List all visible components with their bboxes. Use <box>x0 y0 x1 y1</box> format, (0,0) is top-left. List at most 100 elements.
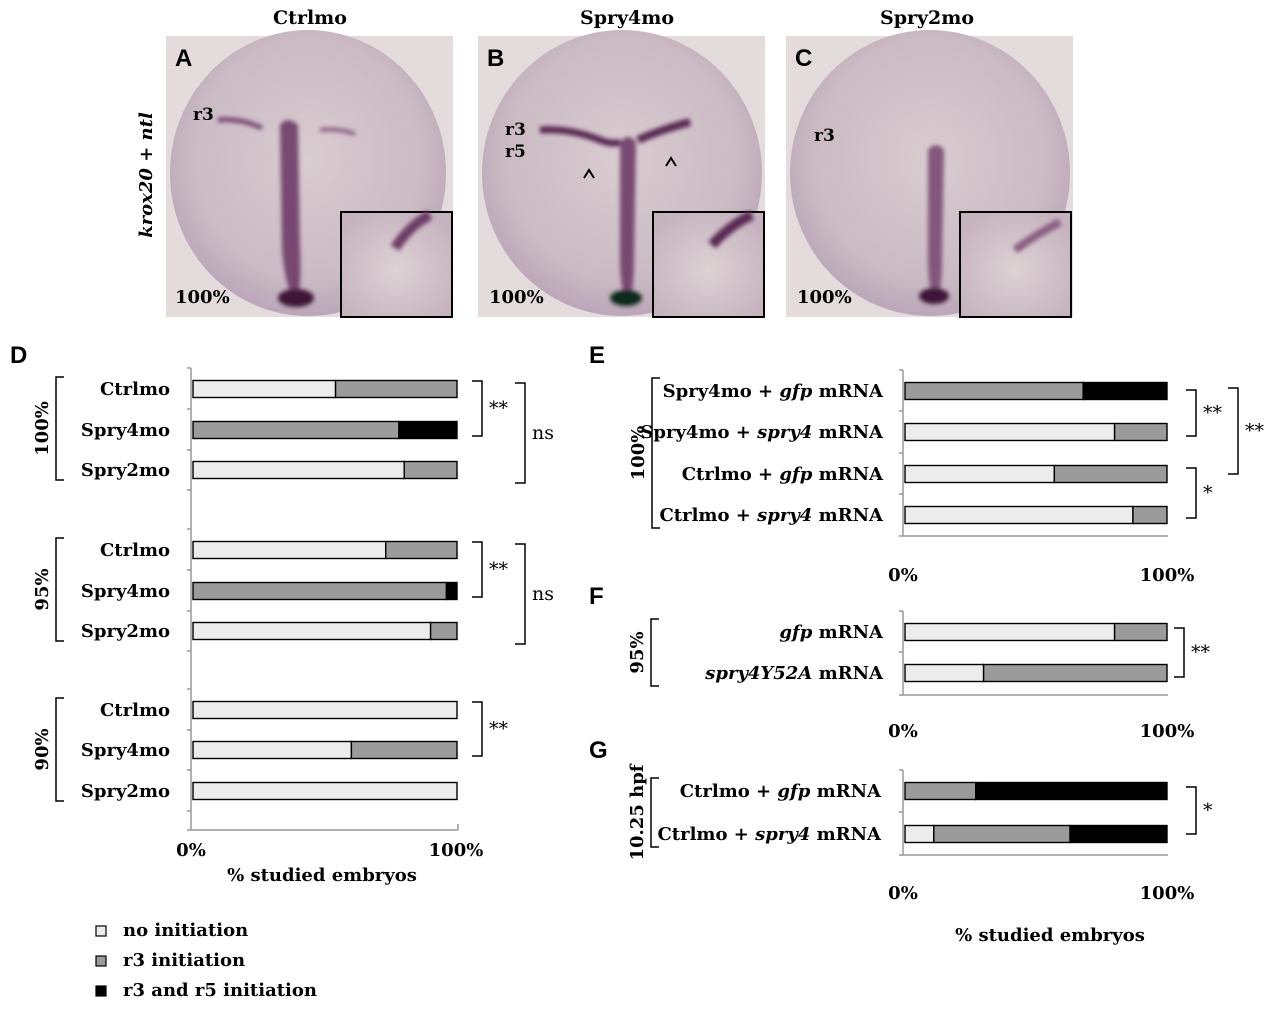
legend-label-r3-r5-initiation: r3 and r5 initiation <box>123 980 317 1001</box>
chart-d-bar-seg-none <box>192 540 387 560</box>
legend-label-r3-initiation: r3 initiation <box>123 950 245 971</box>
chart-g-category-label: Ctrlmo + gfp mRNA <box>680 781 882 802</box>
chart-d-bar-seg-r3 <box>350 740 458 760</box>
chart-d-bar <box>192 700 458 720</box>
chart-d-group-1-bracket <box>55 537 64 642</box>
panel-c-photo: Spry2mo C r3 100% <box>786 7 1073 318</box>
chart-d-group-0-label: 100% <box>32 401 53 456</box>
chart-g-category-label: Ctrlmo + spry4 mRNA <box>657 824 882 845</box>
chart-e-sig-c-bracket <box>1228 387 1239 475</box>
chart-g-sig-label: * <box>1203 800 1213 822</box>
chart-d-bar <box>192 621 458 641</box>
chart-d-bar <box>192 460 458 480</box>
chart-e-bar <box>904 381 1168 401</box>
chart-d-sig-1-a-label: ** <box>489 559 509 581</box>
chart-d-sig-0-b-label: ns <box>532 422 554 444</box>
chart-e-category-label: Ctrlmo + gfp mRNA <box>682 464 884 485</box>
legend-swatch-r3-r5-initiation <box>95 985 107 997</box>
chart-e-sig-b-bracket <box>1186 467 1197 519</box>
chart-f-group-label: 95% <box>627 631 648 673</box>
chart-g-bar-seg-r3r5 <box>975 781 1168 801</box>
chart-d-bar <box>192 781 458 801</box>
chart-d-sig-0-a-label: ** <box>489 398 509 420</box>
chart-d-group-0-bracket <box>55 376 64 481</box>
chart-d-group-2-bracket <box>55 697 64 802</box>
chart-g-bar-seg-r3 <box>933 824 1071 844</box>
chart-d-sig-1-b-bracket <box>515 543 526 645</box>
chart-e-sig-a-label: ** <box>1203 402 1223 424</box>
chart-d-bar-seg-r3 <box>385 540 458 560</box>
chart-e-bar-seg-r3r5 <box>1082 381 1168 401</box>
chart-f-bar-seg-r3 <box>1113 622 1168 642</box>
chart-e-bar-seg-r3 <box>904 381 1084 401</box>
chart-e-sig-a-bracket <box>1186 389 1197 437</box>
chart-f-sig-label: ** <box>1191 642 1211 664</box>
chart-d-category-label: Spry4mo <box>81 420 170 441</box>
panel-c-letter: C <box>795 45 812 72</box>
chart-e-sig-c-label: ** <box>1245 420 1265 442</box>
chart-f-x-tick-0: 0% <box>888 721 918 742</box>
chart-d-bar <box>192 581 458 601</box>
panel-a-percent: 100% <box>175 287 230 308</box>
chart-d-sig-1-a-bracket <box>472 541 483 598</box>
chart-d-bar-seg-none <box>192 621 432 641</box>
chart-e-bar-seg-none <box>904 505 1134 525</box>
chart-e-category-label: Spry4mo + spry4 mRNA <box>640 422 884 443</box>
chart-d-category-label: Spry4mo <box>81 581 170 602</box>
chart-d-category-label: Ctrlmo <box>100 540 170 561</box>
panel-b-title: Spry4mo <box>580 7 674 29</box>
panel-e-letter: E <box>589 342 605 369</box>
panel-b-letter: B <box>487 45 504 72</box>
chart-g-bar <box>904 824 1168 844</box>
chart-d-bar-seg-none <box>192 700 458 720</box>
chart-d-group-2-label: 90% <box>32 728 53 770</box>
chart-d-bar-seg-none <box>192 740 353 760</box>
chart-d-category-label: Spry2mo <box>81 460 170 481</box>
chart-d-category-label: Ctrlmo <box>100 700 170 721</box>
chart-e-bar-seg-r3 <box>1113 422 1168 442</box>
panel-c-percent: 100% <box>797 287 852 308</box>
panel-a-photo: Ctrlmo A r3 100% <box>166 7 453 318</box>
chart-g-group-label: 10.25 hpf <box>627 763 648 860</box>
chart-f-x-tick-100: 100% <box>1140 721 1195 742</box>
chart-e-bar <box>904 422 1168 442</box>
chart-d-bar-seg-r3 <box>192 581 448 601</box>
chart-d-sig-2-a-label: ** <box>489 718 509 740</box>
chart-d-bar <box>192 379 458 399</box>
panel-b-photo: Spry4mo B r3 r5 100% <box>478 7 765 318</box>
chart-f-bar <box>904 663 1168 683</box>
chart-g-sig-bracket <box>1186 786 1197 835</box>
panel-c-title: Spry2mo <box>880 7 974 29</box>
chart-g-group-bracket <box>650 777 659 848</box>
legend-swatch-no-initiation <box>95 925 107 937</box>
chart-e-bar <box>904 464 1168 484</box>
chart-g-xlabel: % studied embryos <box>955 925 1145 946</box>
chart-d-x-tick-100: 100% <box>429 840 484 861</box>
chart-g-bar <box>904 781 1168 801</box>
photo-ylabel: krox20 + ntl <box>136 112 157 238</box>
panel-g-letter: G <box>589 737 608 764</box>
panel-b-r3-label: r3 <box>505 120 526 140</box>
chart-e-bar-seg-r3 <box>1053 464 1168 484</box>
chart-g-bar-seg-r3 <box>904 781 977 801</box>
chart-d-category-label: Spry2mo <box>81 781 170 802</box>
legend-swatch-r3-initiation <box>95 955 107 967</box>
charts-layer: 100% Ctrlmo Spry4mo Spry2mo ** ns 95% Ctrlmo Spr… <box>32 367 1265 861</box>
panel-c-r3-label: r3 <box>814 126 835 146</box>
chart-d-bar-seg-none <box>192 460 405 480</box>
legend: no initiation r3 initiation r3 and r5 in… <box>95 920 317 1001</box>
panel-a-letter: A <box>175 45 192 72</box>
chart-d-bar <box>192 420 458 440</box>
chart-d-sig-0-a-bracket <box>472 380 483 437</box>
chart-f-bar-seg-none <box>904 622 1116 642</box>
panel-d-letter: D <box>10 342 27 369</box>
legend-label-no-initiation: no initiation <box>123 920 248 941</box>
chart-d-bar <box>192 540 458 560</box>
chart-e-category-label: Ctrlmo + spry4 mRNA <box>659 505 884 526</box>
chart-d-bar-seg-none <box>192 379 337 399</box>
chart-e-x-tick-0: 0% <box>888 565 918 586</box>
panel-a-title: Ctrlmo <box>273 7 347 29</box>
chart-g-x-tick-0: 0% <box>888 883 918 904</box>
chart-d-x-tick-0: 0% <box>176 840 206 861</box>
